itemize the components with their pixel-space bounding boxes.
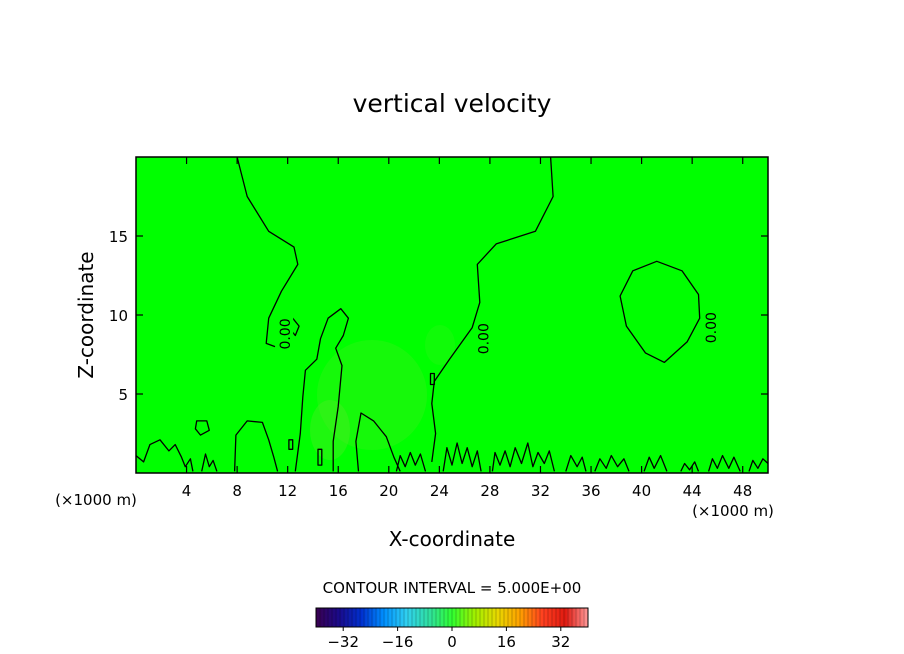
contour-line xyxy=(594,454,630,472)
chart-title: vertical velocity xyxy=(353,89,552,118)
velocity-field-patches xyxy=(310,325,455,460)
x-tick-label: 28 xyxy=(480,482,499,500)
weak-updraft-patch xyxy=(310,400,350,460)
x-unit-right: (×1000 m) xyxy=(692,502,774,520)
contour-line xyxy=(294,308,350,472)
x-unit-left: (×1000 m) xyxy=(55,491,137,509)
contour-line xyxy=(288,439,294,450)
contour-line xyxy=(442,442,482,472)
contour-line xyxy=(431,156,554,462)
x-axis-label: X-coordinate xyxy=(389,527,516,551)
x-axis: 4 8 12 16 20 24 28 32 36 40 44 48 xyxy=(182,157,752,500)
contour-line xyxy=(355,412,401,472)
colorbar-tick-label: −16 xyxy=(382,633,414,651)
weak-updraft-patch xyxy=(425,325,455,365)
x-tick-label: 12 xyxy=(278,482,297,500)
contour-line xyxy=(429,372,435,386)
contour-line xyxy=(707,454,741,472)
contour-line xyxy=(194,420,210,436)
contour-label: 0.00 xyxy=(477,323,493,354)
contour-line xyxy=(233,420,279,472)
contour-line xyxy=(619,260,701,364)
x-tick-label: 20 xyxy=(379,482,398,500)
colorbar-tick-label: 0 xyxy=(447,633,457,651)
contour-line xyxy=(491,442,556,472)
contour-line xyxy=(565,454,587,472)
colorbar-tick-label: 16 xyxy=(497,633,516,651)
contour-line xyxy=(748,458,769,472)
x-tick-label: 40 xyxy=(632,482,651,500)
contour-label-backdrop xyxy=(475,321,492,356)
contour-line xyxy=(680,461,700,472)
y-axis: 5 10 15 xyxy=(109,228,768,404)
x-tick-label: 8 xyxy=(232,482,242,500)
contour-label-backdrop xyxy=(277,316,294,351)
x-tick-label: 16 xyxy=(329,482,348,500)
contour-line xyxy=(395,451,427,472)
x-tick-label: 24 xyxy=(430,482,449,500)
y-tick-label: 5 xyxy=(118,386,128,404)
colorbar-segment-lines xyxy=(319,608,585,627)
y-tick-label: 10 xyxy=(109,307,128,325)
weak-updraft-patch xyxy=(317,340,427,450)
contour-label: 0.00 xyxy=(704,312,720,343)
zero-contours xyxy=(135,156,769,472)
x-tick-label: 4 xyxy=(182,482,192,500)
y-tick-label: 15 xyxy=(109,228,128,246)
velocity-field-background xyxy=(136,157,768,473)
x-tick-label: 36 xyxy=(581,482,600,500)
contour-label-backdrop xyxy=(703,310,720,345)
colorbar: −32 −16 0 16 32 xyxy=(315,607,589,651)
contour-line xyxy=(643,454,668,472)
colorbar-tick-label: 32 xyxy=(551,633,570,651)
contour-line xyxy=(201,453,218,472)
x-tick-label: 32 xyxy=(531,482,550,500)
contour-label: 0.00 xyxy=(278,318,294,349)
x-tick-label: 48 xyxy=(733,482,752,500)
x-tick-label: 44 xyxy=(683,482,702,500)
contour-line xyxy=(135,439,194,472)
contour-line xyxy=(236,156,299,348)
plot-area: 0.00 0.00 0.00 4 8 12 16 20 24 28 32 36 40 44 48 5101… xyxy=(109,156,769,500)
colorbar-ticks: −32 −16 0 16 32 xyxy=(327,627,570,651)
contour-line xyxy=(317,448,323,466)
y-axis-label: Z-coordinate xyxy=(74,251,98,378)
colorbar-tick-label: −32 xyxy=(327,633,359,651)
contour-labels: 0.00 0.00 0.00 xyxy=(277,310,720,356)
contour-interval-note: CONTOUR INTERVAL = 5.000E+00 xyxy=(323,579,582,597)
